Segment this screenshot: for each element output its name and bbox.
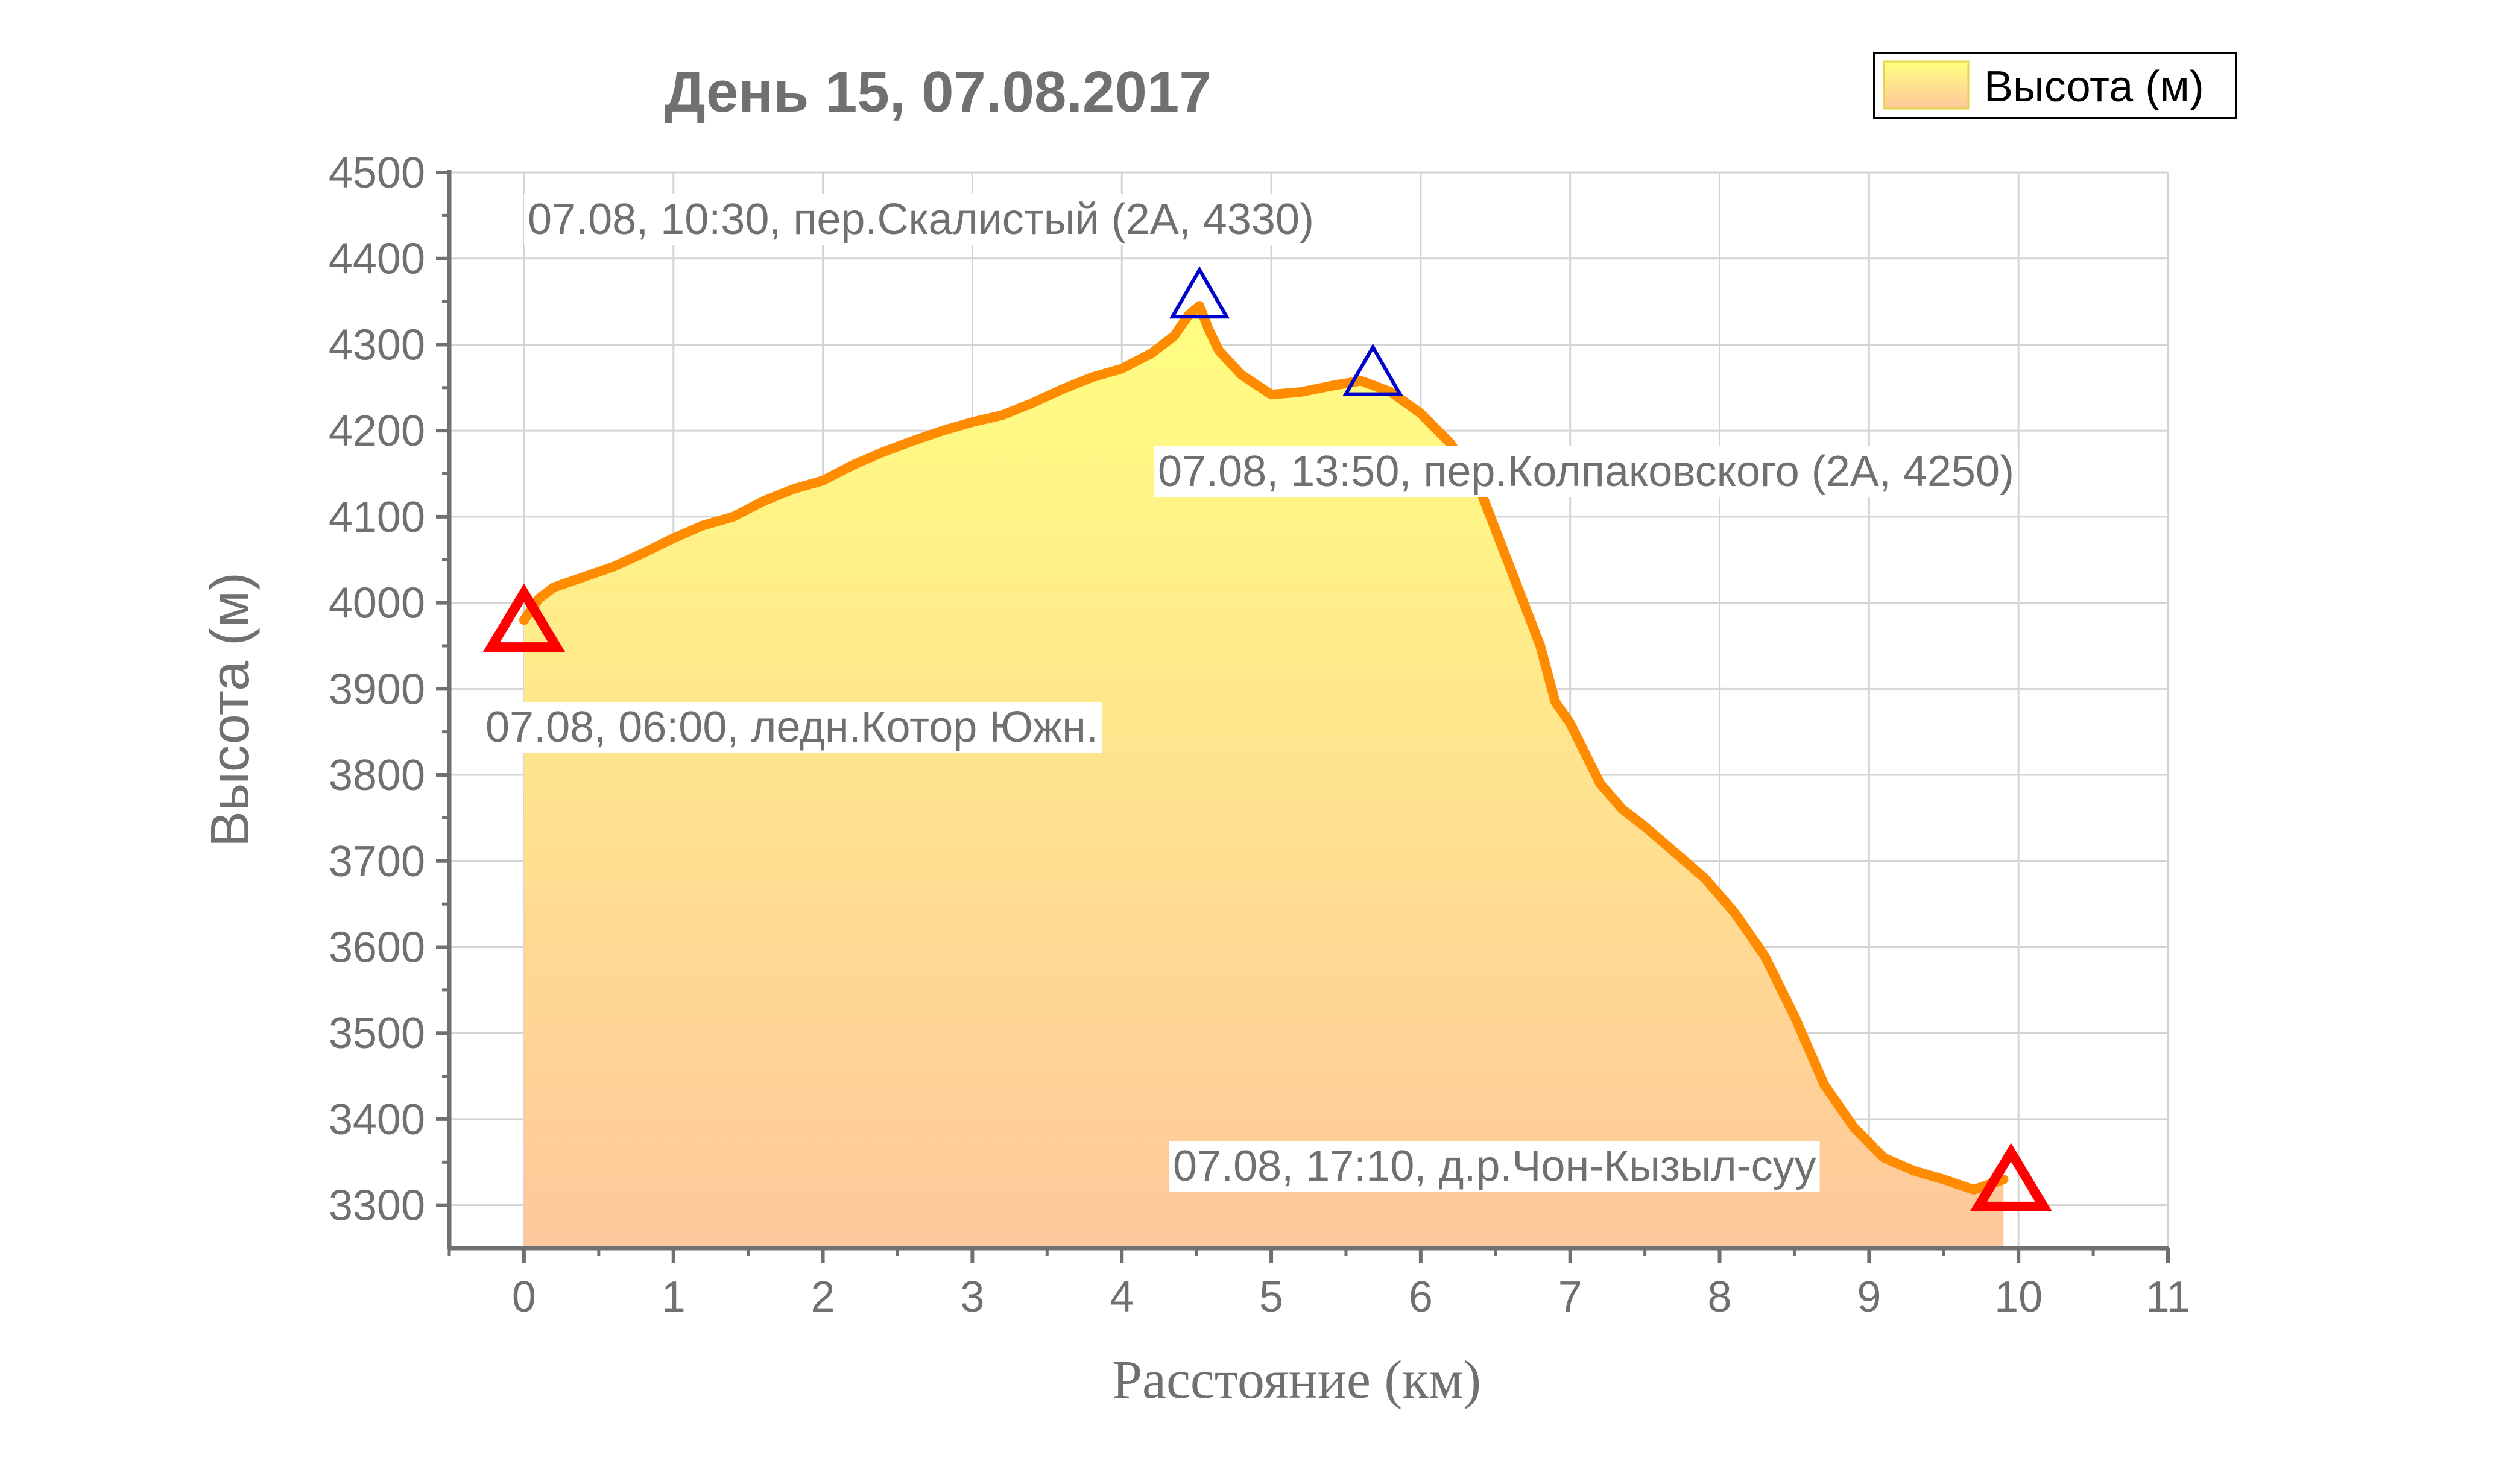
x-tick-label: 9	[1857, 1273, 1881, 1321]
x-tick-label: 7	[1558, 1273, 1582, 1321]
y-tick-label: 3700	[329, 838, 425, 886]
legend-label: Высота (м)	[1984, 63, 2204, 111]
summit-marker	[1342, 343, 1403, 396]
y-tick-label: 3800	[329, 751, 425, 800]
y-tick-label: 4300	[329, 321, 425, 369]
legend-swatch	[1883, 60, 1970, 110]
annotation-bg	[1154, 446, 2018, 497]
x-tick-label: 4	[1110, 1273, 1134, 1321]
chart-title: День 15, 07.08.2017	[664, 60, 1211, 124]
y-tick-label: 4400	[329, 235, 425, 283]
annotation-label: 07.08, 17:10, д.р.Чон-Кызыл-суу	[1173, 1142, 1816, 1190]
annotation-bg	[482, 702, 1102, 753]
x-tick-label: 2	[811, 1273, 835, 1321]
elevation-line	[519, 301, 2009, 1195]
x-tick-label: 6	[1409, 1273, 1433, 1321]
x-tick-label: 3	[960, 1273, 984, 1321]
y-axis-label: Высота (м)	[200, 572, 261, 847]
x-tick-labels: 0 1 2 3 4 5 6 7 8 9 10 11	[512, 1273, 2190, 1321]
x-tick-label: 8	[1707, 1273, 1731, 1321]
y-tick-label: 4500	[329, 149, 425, 197]
x-tick-label: 5	[1259, 1273, 1283, 1321]
x-tick-label: 1	[662, 1273, 686, 1321]
y-tick-label: 3900	[329, 665, 425, 713]
y-tick-labels: 3300 3400 3500 3600 3700 3800 3900 4000 4100 4200…	[329, 149, 425, 1230]
summit-marker	[1169, 266, 1230, 319]
annotation-label: 07.08, 06:00, ледн.Котор Южн.	[485, 703, 1098, 751]
legend: Высота (м)	[1873, 52, 2237, 119]
y-tick-label: 3300	[329, 1182, 425, 1230]
y-tick-label: 3600	[329, 923, 425, 971]
axes	[436, 170, 2170, 1263]
annotation-bg	[524, 194, 1318, 245]
x-tick-label: 0	[512, 1273, 536, 1321]
annotation-label: 07.08, 10:30, пер.Скалистый (2А, 4330)	[528, 195, 1314, 244]
markers	[482, 266, 2052, 1211]
annotations: 07.08, 06:00, ледн.Котор Южн. 07.08, 10:3…	[482, 194, 2018, 1192]
x-axis-label: Расстояние (км)	[1112, 1350, 1481, 1410]
x-tick-label: 11	[2146, 1273, 2191, 1321]
area-layer	[519, 301, 2009, 1248]
annotation-label: 07.08, 13:50, пер.Колпаковского (2А, 425…	[1158, 447, 2014, 496]
annotation-bg	[1169, 1141, 1820, 1192]
y-tick-label: 3500	[329, 1009, 425, 1058]
y-tick-label: 4200	[329, 407, 425, 455]
elevation-area	[523, 306, 2004, 1248]
x-tick-label: 10	[1994, 1273, 2043, 1321]
y-tick-label: 4000	[329, 579, 425, 628]
endpoint-marker	[1970, 1143, 2052, 1211]
y-tick-label: 4100	[329, 493, 425, 542]
y-tick-label: 3400	[329, 1096, 425, 1144]
endpoint-marker	[482, 583, 566, 652]
